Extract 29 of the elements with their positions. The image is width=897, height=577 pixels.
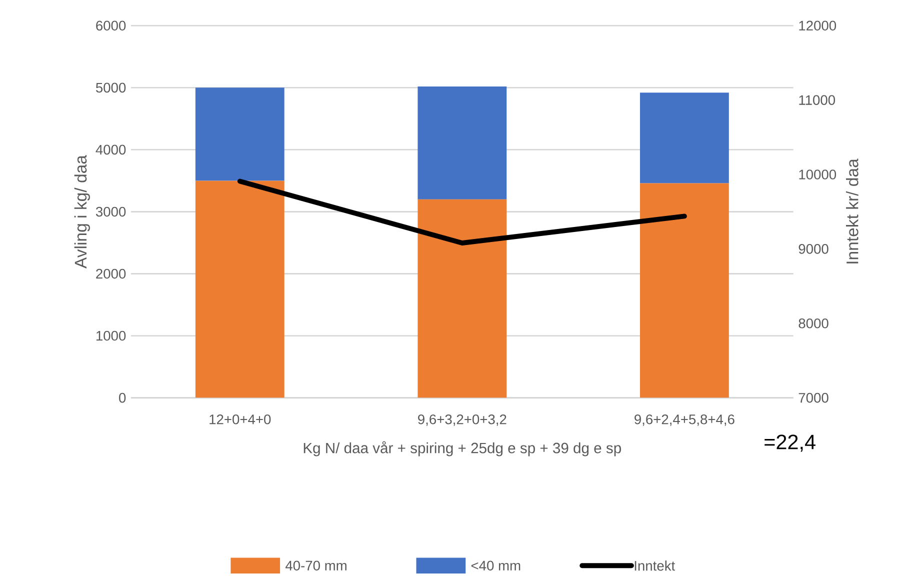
bar <box>418 199 507 398</box>
bar <box>195 180 284 398</box>
legend-label: 40-70 mm <box>285 560 346 570</box>
y-tick-label: 5000 <box>96 82 126 92</box>
bar <box>418 86 507 200</box>
y-tick-label: 4000 <box>96 144 126 154</box>
x-tick-label: 9,6+2,4+5,8+4,6 <box>634 414 734 426</box>
bar <box>195 87 284 180</box>
bar <box>640 92 729 183</box>
y2-tick-label: 7000 <box>798 392 828 402</box>
y2-tick-label: 11000 <box>799 94 836 105</box>
text: =22,4 <box>764 434 816 452</box>
y2-axis-title: Inntekt kr/ daa <box>846 158 858 264</box>
y-tick-label: 1000 <box>96 330 126 340</box>
x-tick-label: 9,6+3,2+0+3,2 <box>418 414 506 426</box>
bar <box>640 182 729 398</box>
x-axis-title: Kg N/ daa vår + spiring + 25dg e sp + 39 dg e sp <box>304 440 621 456</box>
y-tick-label: 3000 <box>96 206 126 216</box>
y2-tick-label: 9000 <box>798 244 828 254</box>
y-axis-title: Avling i kg/ daa <box>74 154 90 268</box>
y-tick-label: 6000 <box>96 20 126 30</box>
y2-tick-label: 8000 <box>798 318 828 328</box>
x-tick-label: 12+0+4+0 <box>210 414 271 424</box>
legend-label: Inntekt <box>634 560 676 570</box>
legend-label: <40 mm <box>471 560 520 570</box>
y-tick-label: 2000 <box>96 268 126 278</box>
y2-tick-label: 12000 <box>799 20 836 30</box>
y-tick-label: 0 <box>119 392 126 402</box>
y2-tick-label: 10000 <box>799 169 836 180</box>
